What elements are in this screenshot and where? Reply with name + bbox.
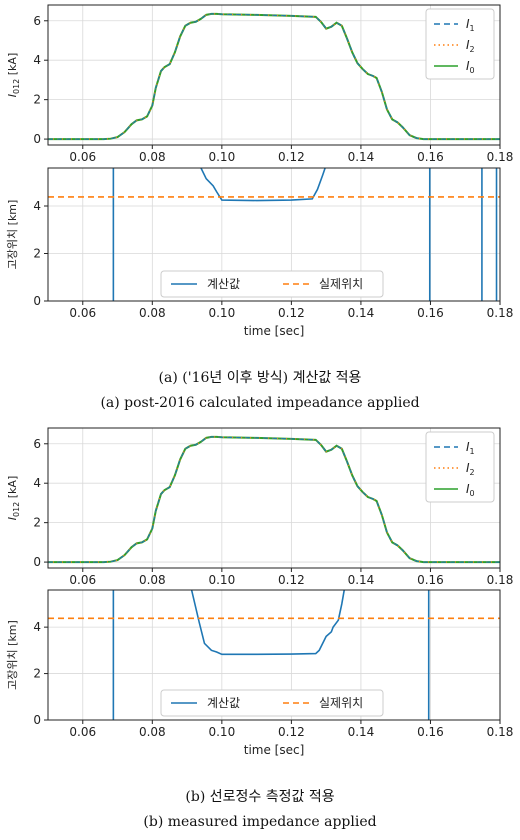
x-tick-label: 0.18 bbox=[487, 573, 514, 587]
x-tick-label: 0.16 bbox=[417, 306, 444, 320]
x-tick-label: 0.10 bbox=[208, 725, 235, 739]
y-tick-label: 4 bbox=[33, 476, 41, 490]
x-tick-label: 0.12 bbox=[278, 306, 305, 320]
y-tick-label: 0 bbox=[33, 294, 41, 308]
x-tick-label: 0.08 bbox=[139, 306, 166, 320]
series-line-calculated bbox=[190, 590, 346, 656]
x-tick-label: 0.12 bbox=[278, 150, 305, 164]
x-tick-label: 0.08 bbox=[139, 725, 166, 739]
x-tick-label: 0.18 bbox=[487, 725, 514, 739]
x-tick-label: 0.10 bbox=[208, 306, 235, 320]
y-tick-label: 2 bbox=[33, 247, 41, 261]
y-tick-label: 2 bbox=[33, 516, 41, 530]
y-axis-label: I012 [kA] bbox=[6, 53, 21, 98]
legend-label: 계산값 bbox=[207, 696, 240, 710]
legend-box bbox=[160, 270, 384, 298]
y-tick-label: 4 bbox=[33, 199, 41, 213]
x-tick-label: 0.10 bbox=[208, 150, 235, 164]
caption-a-english: (a) post-2016 calculated impeadance appl… bbox=[100, 395, 420, 411]
series-line-i1 bbox=[48, 13, 500, 140]
plot-area bbox=[48, 590, 500, 720]
y-axis-label: 고장위치 [km] bbox=[6, 620, 19, 690]
legend-label: 실제위치 bbox=[319, 696, 363, 710]
x-tick-label: 0.16 bbox=[417, 573, 444, 587]
caption-a-korean: (a) ('16년 이후 방식) 계산값 적용 bbox=[158, 370, 362, 386]
x-tick-label: 0.06 bbox=[69, 306, 96, 320]
chart-3: 0.06 0.08 0.10 0.12 0.14 0.16 0.18 0 2 4 6 I012 [kA… bbox=[6, 427, 514, 587]
x-axis-label: time [sec] bbox=[244, 743, 305, 757]
x-tick-label: 0.14 bbox=[348, 573, 375, 587]
chart-2: 0.06 0.08 0.10 0.12 0.14 0.16 0.18 0 2 4 고장위치 [km]… bbox=[6, 167, 514, 338]
x-tick-label: 0.08 bbox=[139, 573, 166, 587]
y-tick-label: 2 bbox=[33, 667, 41, 681]
x-tick-label: 0.10 bbox=[208, 573, 235, 587]
legend: 계산값 실제위치 bbox=[160, 270, 384, 298]
y-tick-label: 4 bbox=[33, 620, 41, 634]
legend-box bbox=[425, 431, 495, 503]
x-tick-label: 0.08 bbox=[139, 150, 166, 164]
axes-frame bbox=[47, 167, 501, 302]
chart-1: 0.06 0.08 0.10 0.12 0.14 0.16 0.18 0 2 4 6 I012 [kA… bbox=[6, 4, 514, 164]
series-line-calculated bbox=[200, 168, 326, 202]
y-tick-label: 6 bbox=[33, 437, 41, 451]
legend-label: I0 bbox=[466, 59, 475, 75]
x-tick-label: 0.06 bbox=[69, 150, 96, 164]
y-tick-label: 2 bbox=[33, 93, 41, 107]
x-tick-label: 0.16 bbox=[417, 150, 444, 164]
legend-label: I1 bbox=[466, 17, 475, 33]
caption-b-korean: (b) 선로정수 측정값 적용 bbox=[185, 789, 335, 805]
x-tick-label: 0.16 bbox=[417, 725, 444, 739]
x-tick-label: 0.12 bbox=[278, 725, 305, 739]
legend: I1 I2 I0 bbox=[425, 8, 495, 80]
y-tick-label: 6 bbox=[33, 14, 41, 28]
legend-box bbox=[160, 689, 384, 717]
x-tick-label: 0.06 bbox=[69, 725, 96, 739]
axes-frame bbox=[47, 589, 501, 721]
legend-label: 실제위치 bbox=[319, 277, 363, 291]
x-tick-label: 0.14 bbox=[348, 725, 375, 739]
series-line-i1 bbox=[48, 436, 500, 563]
legend-label: I2 bbox=[466, 461, 475, 477]
legend-box bbox=[425, 8, 495, 80]
legend-label: I2 bbox=[466, 38, 475, 54]
axes-frame bbox=[47, 4, 501, 146]
y-axis-label: I012 [kA] bbox=[6, 476, 21, 521]
chart-4: 0.06 0.08 0.10 0.12 0.14 0.16 0.18 0 2 4 고장위치 [km]… bbox=[6, 589, 514, 757]
y-axis-label: 고장위치 [km] bbox=[6, 200, 19, 270]
x-axis-label: time [sec] bbox=[244, 324, 305, 338]
y-tick-label: 0 bbox=[33, 132, 41, 146]
x-tick-label: 0.12 bbox=[278, 573, 305, 587]
axes-frame bbox=[47, 427, 501, 569]
y-tick-label: 0 bbox=[33, 713, 41, 727]
legend-label: I0 bbox=[466, 482, 475, 498]
x-tick-label: 0.14 bbox=[348, 150, 375, 164]
plot-area bbox=[48, 12, 500, 141]
x-tick-label: 0.06 bbox=[69, 573, 96, 587]
x-tick-label: 0.18 bbox=[487, 306, 514, 320]
x-tick-label: 0.18 bbox=[487, 150, 514, 164]
plot-area bbox=[48, 168, 500, 301]
caption-b-english: (b) measured impedance applied bbox=[143, 814, 377, 830]
legend: 계산값 실제위치 bbox=[160, 689, 384, 717]
legend: I1 I2 I0 bbox=[425, 431, 495, 503]
y-tick-label: 0 bbox=[33, 555, 41, 569]
legend-label: I1 bbox=[466, 440, 475, 456]
x-tick-label: 0.14 bbox=[348, 306, 375, 320]
legend-label: 계산값 bbox=[207, 277, 240, 291]
y-tick-label: 4 bbox=[33, 53, 41, 67]
plot-area bbox=[48, 435, 500, 564]
